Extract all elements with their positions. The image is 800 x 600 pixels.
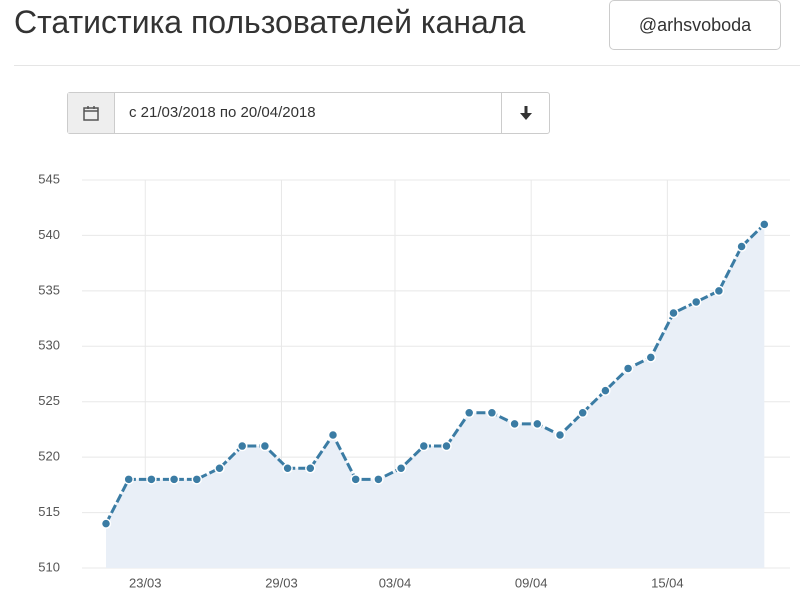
- point: [418, 440, 430, 452]
- point: [350, 474, 361, 485]
- point: [577, 407, 588, 419]
- chart: 510 515 520 525 530 535 540 545 23/03 29/03 03/04 0…: [38, 171, 790, 590]
- point: [600, 385, 611, 396]
- channel-button[interactable]: @arhsvoboda: [609, 0, 781, 50]
- point: [100, 518, 112, 529]
- y-tick-label: 525: [38, 393, 60, 408]
- point: [463, 407, 475, 419]
- area: [106, 224, 765, 568]
- page-title: Статистика пользователей канала: [14, 4, 526, 40]
- point: [736, 241, 747, 252]
- point: [168, 474, 180, 485]
- point: [395, 462, 407, 474]
- y-tick-label: 540: [38, 227, 60, 242]
- y-tick-label: 520: [38, 449, 60, 464]
- download-button[interactable]: [501, 93, 549, 133]
- point: [713, 285, 725, 297]
- point: [441, 440, 452, 452]
- x-tick-label: 23/03: [129, 575, 162, 590]
- point: [622, 363, 634, 374]
- point: [236, 440, 248, 452]
- point: [123, 474, 134, 485]
- point: [259, 440, 271, 452]
- calendar-icon[interactable]: [68, 93, 115, 133]
- y-tick-label: 510: [38, 559, 60, 574]
- point: [146, 474, 157, 485]
- point: [759, 219, 770, 230]
- y-tick-label: 515: [38, 504, 60, 519]
- arrow-glyph: [519, 106, 532, 120]
- point: [305, 462, 316, 474]
- date-range-text: с 21/03/2018 по 20/04/2018: [129, 104, 316, 121]
- y-tick-label: 530: [38, 338, 60, 353]
- point: [327, 429, 339, 441]
- x-tick-label: 15/04: [651, 575, 684, 590]
- point: [554, 429, 566, 441]
- point: [191, 474, 203, 485]
- point: [214, 462, 225, 474]
- point: [645, 352, 657, 363]
- divider: [14, 65, 800, 66]
- point: [532, 418, 543, 430]
- x-tick-label: 29/03: [265, 575, 298, 590]
- x-tick-label: 09/04: [515, 575, 548, 590]
- point: [668, 307, 679, 319]
- point: [282, 462, 293, 474]
- point: [690, 296, 702, 308]
- point: [373, 474, 384, 485]
- point: [509, 418, 520, 430]
- calendar-glyph: [83, 106, 99, 121]
- date-range-picker[interactable]: с 21/03/2018 по 20/04/2018: [67, 92, 550, 134]
- y-tick-label: 535: [38, 282, 60, 297]
- y-tick-label: 545: [38, 171, 60, 186]
- x-tick-label: 03/04: [379, 575, 412, 590]
- point: [486, 407, 498, 419]
